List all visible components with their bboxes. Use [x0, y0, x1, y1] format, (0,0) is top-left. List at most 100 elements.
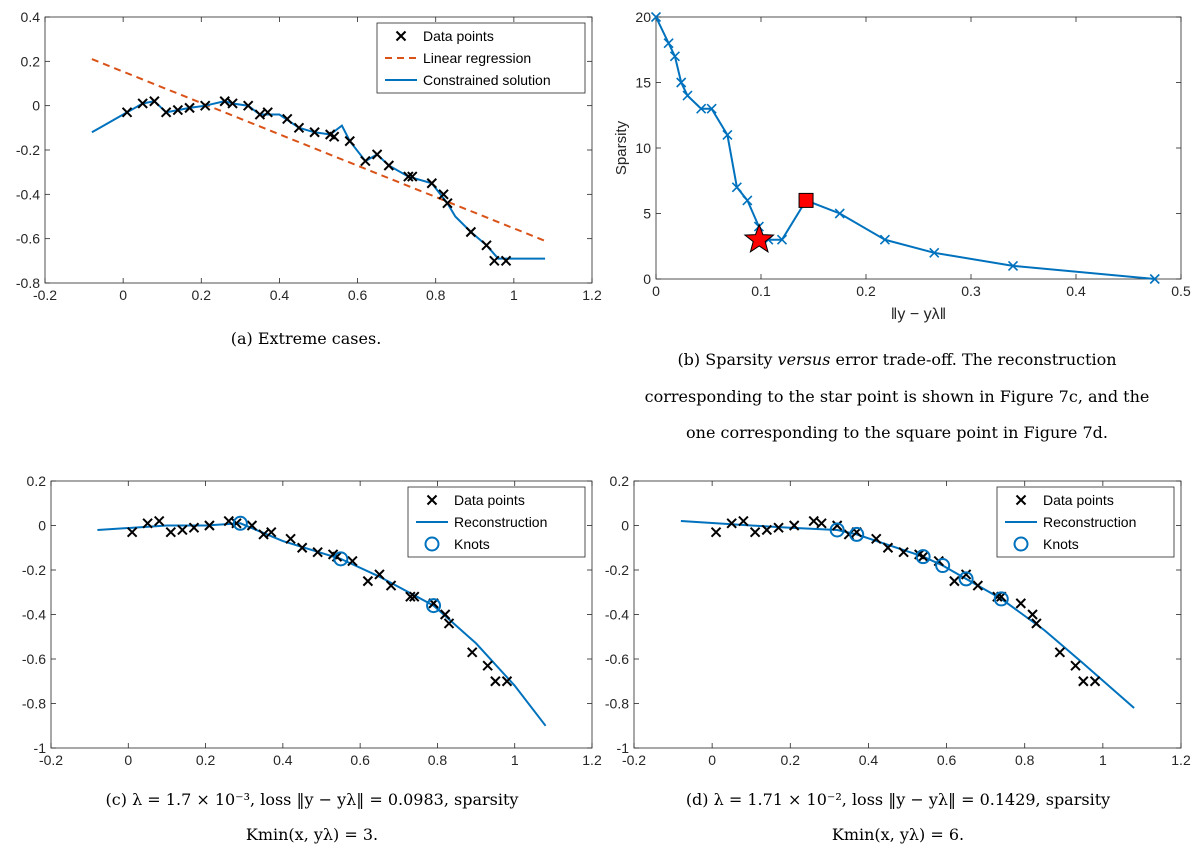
data-point-stroke-b: [149, 96, 160, 107]
y-tick-label: 0.2: [27, 473, 47, 489]
data-point-stroke-b: [438, 189, 449, 200]
legend: Data points Reconstruction Knots: [996, 486, 1175, 558]
x-tick-label: 1: [511, 752, 519, 768]
data-point-stroke-b: [312, 546, 323, 558]
knot-marker: [333, 551, 349, 567]
data-point: [482, 660, 493, 671]
legend-data-marker-stroke-b: [1015, 494, 1027, 506]
tradeoff-point-stroke-b: [776, 234, 788, 245]
y-tick-label: 0.4: [21, 9, 41, 25]
data-point-stroke-b: [121, 107, 133, 118]
x-tick-label: 0.4: [1066, 283, 1086, 299]
data-point-stroke-b: [246, 520, 258, 531]
data-point: [266, 526, 277, 538]
y-tick-label: 10: [635, 140, 651, 156]
data-point: [481, 240, 492, 251]
y-tick-label: -0.4: [22, 607, 46, 623]
x-tick-label: -0.2: [33, 287, 57, 303]
data-point: [489, 255, 500, 267]
x-tick-label: 0.4: [273, 752, 293, 768]
tradeoff-point: [834, 208, 845, 219]
data-point-stroke-b: [184, 102, 195, 114]
data-point: [761, 524, 773, 536]
data-point: [501, 676, 513, 687]
data-point: [898, 546, 909, 558]
x-tick-label: 0.8: [426, 287, 446, 303]
x-tick-label: 0: [119, 287, 127, 303]
data-point: [443, 618, 455, 629]
legend-data-marker: [426, 494, 438, 506]
data-point: [254, 109, 266, 120]
tradeoff-point: [682, 90, 693, 101]
data-point: [788, 520, 800, 531]
data-point: [293, 122, 305, 134]
chart-c-reconstruction: -0.2 0 0.2 0.4 0.6 0.8 1 1.2 -1 -0.8 -0.6 -0.4 -0.2 0…: [22, 473, 602, 768]
data-point-stroke-b: [1054, 647, 1066, 658]
data-point: [242, 100, 254, 111]
tradeoff-point: [929, 247, 940, 258]
data-point-stroke-b: [262, 107, 273, 118]
tradeoff-point: [731, 182, 742, 193]
y-tick-label: -0.6: [22, 651, 46, 667]
data-point: [188, 522, 200, 533]
data-point-stroke-b: [1089, 676, 1101, 687]
data-point: [204, 520, 215, 531]
x-tick-label: 0.5: [1171, 283, 1191, 299]
data-point: [177, 524, 188, 536]
data-point-stroke-b: [407, 171, 418, 182]
y-tick-label: -0.2: [605, 562, 629, 578]
data-point-stroke-b: [327, 549, 339, 560]
data-point: [149, 96, 160, 107]
data-point: [262, 107, 273, 118]
data-point: [1015, 598, 1027, 609]
x-axis-label: ‖y − yλ‖: [891, 306, 946, 323]
data-point-stroke-b: [898, 546, 909, 558]
data-point-stroke-b: [443, 618, 455, 629]
x-tick-label: 0.4: [859, 752, 879, 768]
y-tick-label: -0.6: [605, 651, 629, 667]
star-marker: [743, 223, 775, 253]
legend: Data points Linear regression Constrained …: [376, 22, 586, 94]
legend-label: Linear regression: [423, 50, 531, 66]
data-point-stroke-b: [293, 122, 305, 134]
data-point-stroke-b: [285, 533, 296, 545]
data-point: [282, 113, 293, 125]
data-point-stroke-b: [360, 155, 371, 167]
data-point-stroke-b: [1027, 609, 1038, 620]
tradeoff-point-stroke-b: [1149, 273, 1160, 285]
data-point-stroke-b: [871, 533, 882, 545]
data-point-stroke-b: [501, 676, 513, 687]
legend-label: Data points: [1043, 492, 1114, 508]
legend-label: Reconstruction: [1043, 514, 1136, 530]
data-point: [142, 518, 153, 529]
data-point: [374, 569, 385, 580]
tradeoff-point: [663, 38, 674, 49]
tradeoff-point: [722, 129, 733, 140]
square-marker: [798, 192, 814, 208]
y-tick-label: -1: [617, 740, 630, 756]
data-point: [1078, 676, 1089, 687]
data-point-stroke-b: [172, 104, 184, 116]
data-point: [219, 96, 230, 107]
data-point: [917, 551, 929, 562]
data-point: [816, 518, 827, 529]
tradeoff-point-stroke-b: [669, 51, 680, 62]
y-tick-label: -0.4: [605, 607, 629, 623]
tradeoff-point-stroke-b: [834, 208, 845, 219]
data-point-stroke-b: [258, 529, 269, 540]
legend-data-marker-stroke-b: [426, 494, 438, 506]
knot-marker: [958, 571, 974, 587]
data-point: [405, 591, 416, 602]
data-point: [371, 149, 383, 160]
data-point: [808, 515, 819, 527]
data-point-stroke-b: [482, 660, 493, 671]
data-point-stroke-b: [282, 113, 293, 125]
data-point-stroke-b: [405, 591, 416, 602]
data-point-stroke-b: [426, 178, 438, 189]
y-tick-label: 15: [635, 75, 651, 91]
data-point: [972, 580, 984, 591]
legend-label: Knots: [454, 536, 490, 552]
x-tick-label: 0: [652, 283, 660, 299]
data-point-stroke-b: [409, 591, 420, 602]
data-point: [1070, 660, 1081, 671]
